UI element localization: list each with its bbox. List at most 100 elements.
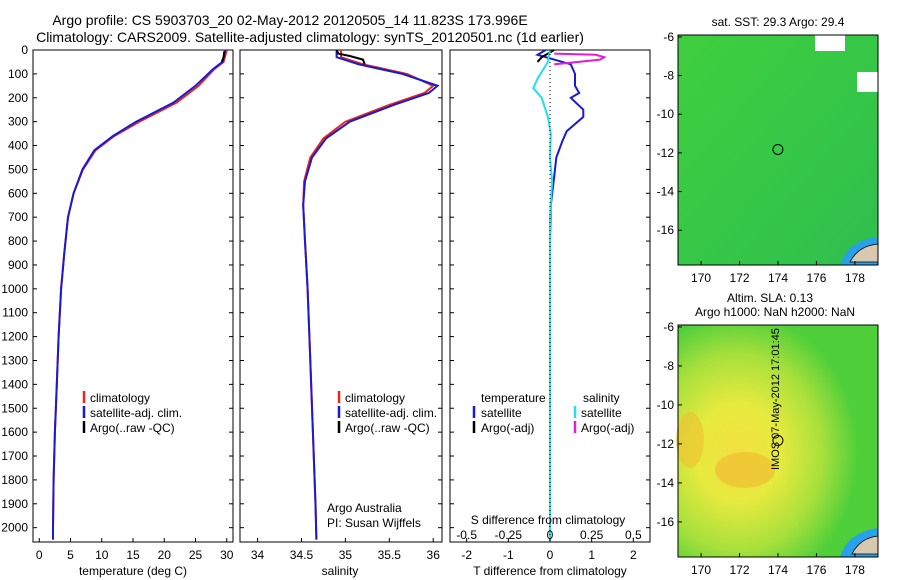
- legend-label-climatology: climatology: [90, 391, 150, 405]
- x-tick-label: 36: [427, 548, 441, 562]
- depth-tick-label: 800: [8, 234, 28, 248]
- series-line-t-satellite: [534, 49, 585, 542]
- sst-missing-patch: [815, 35, 845, 51]
- depth-tick-label: 100: [8, 67, 28, 81]
- map-y-tick-label: -6: [663, 320, 674, 334]
- sst-map: sat. SST: 29.3 Argo: 29.4 170 172 174 176 17…: [657, 15, 879, 285]
- depth-tick-label: 2000: [1, 521, 28, 535]
- x-tick-label: 25: [189, 548, 203, 562]
- figure-title-line1: Argo profile: CS 5903703_20 02-May-2012 …: [52, 12, 528, 28]
- depth-tick-label: 1800: [1, 473, 28, 487]
- depth-tick-label: 1300: [1, 353, 28, 367]
- argo-location-marker: [772, 143, 784, 155]
- legend-label-t-satellite: satellite: [481, 406, 522, 420]
- sst-missing-patch: [857, 72, 878, 92]
- sla-map-subtitle: Argo h1000: NaN h2000: NaN: [695, 305, 855, 319]
- map-y-tick-label: -8: [663, 359, 674, 373]
- map-y-tick-label: -10: [657, 398, 675, 412]
- series-line-argo-raw-qc-: [335, 49, 366, 65]
- depth-tick-label: 200: [8, 91, 28, 105]
- top-x-tick-label: 0.25: [580, 528, 604, 542]
- map-x-tick-label: 178: [845, 271, 865, 285]
- sst-map-axes: 170 172 174 176 178 -6 -8 -10 -12 -14 -16: [657, 30, 866, 285]
- series-line-s-argo-adj-: [554, 52, 607, 66]
- map-y-tick-label: -16: [657, 223, 675, 237]
- map-x-tick-label: 172: [730, 563, 750, 577]
- argo-location-marker: [772, 434, 784, 446]
- map-y-tick-label: -8: [663, 69, 674, 83]
- map-y-tick-label: -12: [657, 146, 675, 160]
- sla-field: [678, 325, 878, 557]
- map-y-tick-label: -14: [657, 476, 675, 490]
- series-line-climatology: [52, 49, 228, 540]
- map-x-tick-label: 170: [691, 271, 711, 285]
- series-line-satellite-adj-clim-: [52, 49, 227, 540]
- map-x-tick-label: 176: [806, 271, 826, 285]
- x-tick-label: -1: [503, 548, 514, 562]
- map-y-tick-label: -12: [657, 437, 675, 451]
- series-line-climatology: [302, 50, 436, 540]
- depth-tick-label: 1000: [1, 282, 28, 296]
- difference-axis-label: T difference from climatology: [473, 564, 627, 578]
- legend-label-satellite: satellite-adj. clim.: [345, 406, 437, 420]
- depth-tick-label: 300: [8, 115, 28, 129]
- map-y-tick-label: -10: [657, 107, 675, 121]
- timestamp-stamp: IMOS 07-May-2012 17:01:45: [770, 328, 782, 470]
- depth-tick-label: 1500: [1, 401, 28, 415]
- x-tick-label: 0: [547, 548, 554, 562]
- map-x-tick-label: 174: [768, 271, 788, 285]
- sst-map-title: sat. SST: 29.3 Argo: 29.4: [712, 15, 845, 29]
- x-tick-label: -2: [461, 548, 472, 562]
- annotation-pi: PI: Susan Wijffels: [327, 516, 421, 530]
- depth-tick-label: 1200: [1, 330, 28, 344]
- x-tick-label: 20: [158, 548, 172, 562]
- annotation-argo-australia: Argo Australia: [327, 501, 402, 515]
- depth-tick-label: 1700: [1, 449, 28, 463]
- legend-label-satellite: satellite-adj. clim.: [90, 406, 182, 420]
- sla-map: Altim. SLA: 0.13 Argo h1000: NaN h2000: …: [657, 291, 879, 577]
- depth-tick-label: 1600: [1, 425, 28, 439]
- map-x-tick-label: 172: [730, 271, 750, 285]
- series-line-argo-raw-qc-: [220, 51, 226, 63]
- top-axis-label: S difference from climatology: [471, 513, 626, 527]
- x-tick-label: 35.5: [378, 548, 402, 562]
- depth-tick-label: 1900: [1, 497, 28, 511]
- difference-legend: temperature salinity satellite Argo(-adj…: [471, 391, 635, 527]
- x-tick-label: 2: [630, 548, 637, 562]
- x-tick-label: 10: [95, 548, 109, 562]
- depth-tick-label: 700: [8, 210, 28, 224]
- map-y-tick-label: -6: [663, 30, 674, 44]
- legend-label-s-satellite: satellite: [581, 406, 622, 420]
- profile-curves: [52, 49, 607, 542]
- map-x-tick-label: 174: [768, 563, 788, 577]
- legend-title-salinity: salinity: [583, 391, 620, 405]
- top-x-tick-label: 0.5: [625, 528, 642, 542]
- legend-label-argo: Argo(..raw -QC): [90, 421, 175, 435]
- depth-tick-label: 1100: [2, 306, 28, 320]
- depth-tick-label: 600: [8, 186, 28, 200]
- map-y-tick-label: -16: [657, 515, 675, 529]
- x-tick-label: 34.5: [290, 548, 314, 562]
- x-axes: 0 5 10 15 20 25 30 34 34.5 35 35.5 36 -2 -1 0 1 2 -0.5 -0.…: [36, 50, 642, 562]
- map-x-tick-label: 170: [691, 563, 711, 577]
- x-tick-label: 35: [339, 548, 353, 562]
- depth-axis: 0 100 200 300 400 500 600 700 800 900 1000 1100 1200…: [1, 43, 650, 535]
- figure-title-line2: Climatology: CARS2009. Satellite-adjuste…: [36, 29, 584, 45]
- depth-tick-label: 400: [8, 139, 28, 153]
- x-tick-label: 5: [67, 548, 74, 562]
- salinity-legend: climatology satellite-adj. clim. Argo(..…: [327, 391, 437, 530]
- temperature-axis-label: temperature (deg C): [79, 564, 187, 578]
- x-tick-label: 34: [251, 548, 265, 562]
- x-tick-label: 1: [588, 548, 595, 562]
- temperature-legend: climatology satellite-adj. clim. Argo(..…: [82, 391, 182, 435]
- depth-tick-label: 500: [8, 162, 28, 176]
- series-line-satellite-adj-clim-: [302, 50, 440, 540]
- legend-label-t-argo: Argo(-adj): [481, 421, 534, 435]
- legend-label-climatology: climatology: [345, 391, 405, 405]
- sla-map-title: Altim. SLA: 0.13: [727, 291, 813, 305]
- legend-label-s-argo: Argo(-adj): [581, 421, 634, 435]
- sla-map-axes: 170 172 174 176 178 -6 -8 -10 -12 -14 -16: [657, 320, 866, 577]
- x-tick-label: 15: [126, 548, 140, 562]
- x-tick-label: 30: [220, 548, 234, 562]
